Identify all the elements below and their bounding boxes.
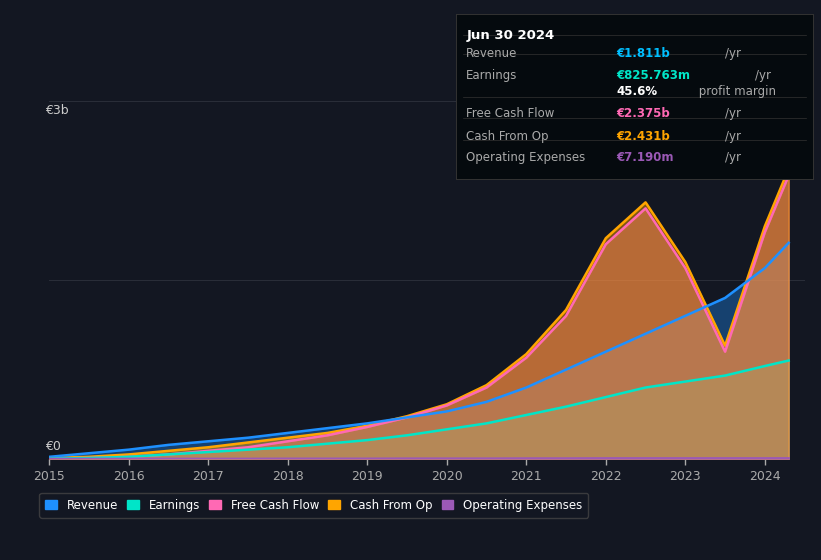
Text: Jun 30 2024: Jun 30 2024 xyxy=(466,29,555,42)
Text: /yr: /yr xyxy=(725,106,741,119)
Text: Revenue: Revenue xyxy=(466,47,518,60)
Text: €825.763m: €825.763m xyxy=(617,68,690,82)
Text: Earnings: Earnings xyxy=(466,68,518,82)
Text: /yr: /yr xyxy=(725,130,741,143)
Text: €1.811b: €1.811b xyxy=(617,47,670,60)
Text: €2.431b: €2.431b xyxy=(617,130,670,143)
Text: Cash From Op: Cash From Op xyxy=(466,130,549,143)
Text: /yr: /yr xyxy=(725,151,741,164)
Text: €2.375b: €2.375b xyxy=(617,106,670,119)
Text: €0: €0 xyxy=(45,440,61,453)
Text: 45.6%: 45.6% xyxy=(617,85,658,98)
Text: /yr: /yr xyxy=(725,47,741,60)
Legend: Revenue, Earnings, Free Cash Flow, Cash From Op, Operating Expenses: Revenue, Earnings, Free Cash Flow, Cash … xyxy=(39,493,588,518)
Text: profit margin: profit margin xyxy=(695,85,776,98)
Text: €7.190m: €7.190m xyxy=(617,151,674,164)
Text: €3b: €3b xyxy=(45,104,69,118)
Text: /yr: /yr xyxy=(755,68,771,82)
Text: Operating Expenses: Operating Expenses xyxy=(466,151,585,164)
Text: Free Cash Flow: Free Cash Flow xyxy=(466,106,555,119)
